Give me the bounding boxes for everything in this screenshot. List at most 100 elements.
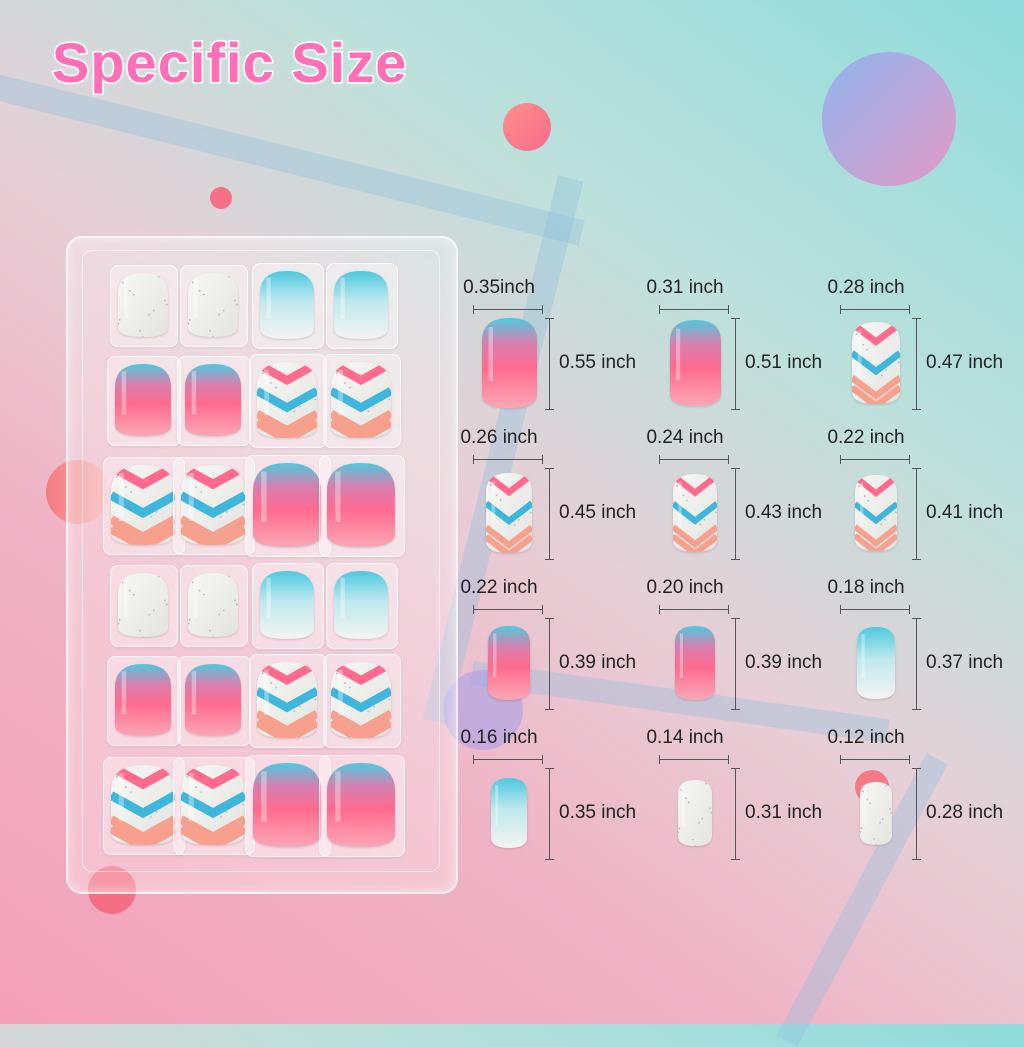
tray-nail — [257, 362, 317, 438]
width-bracket — [473, 305, 543, 314]
glitter-nail-icon — [118, 573, 168, 637]
tray-nail — [260, 571, 314, 639]
tray-nail — [181, 465, 245, 545]
tray-nail — [185, 364, 241, 436]
decorative-circle — [210, 187, 232, 209]
height-label: 0.47 inch — [926, 352, 1004, 373]
blue-white-nail-icon — [334, 571, 388, 639]
tray-nail — [331, 362, 391, 438]
width-bracket — [473, 755, 543, 764]
width-bracket — [659, 605, 729, 614]
page-title: Specific Size — [50, 30, 408, 96]
blue-pink-nail-icon — [185, 664, 241, 736]
size-nail — [491, 778, 527, 848]
height-label: 0.35 inch — [559, 802, 637, 823]
decorative-circle — [503, 103, 551, 151]
tray-nail — [111, 465, 175, 545]
chevron-nail-icon — [181, 465, 245, 545]
tray-nail — [327, 463, 395, 547]
tray-nail — [188, 273, 238, 337]
tray-nail — [253, 763, 321, 847]
height-bracket — [731, 318, 740, 410]
width-label: 0.20 inch — [646, 577, 724, 598]
size-nail — [857, 627, 895, 699]
tray-nail — [327, 763, 395, 847]
chevron-nail-icon — [852, 322, 900, 404]
height-label: 0.41 inch — [926, 502, 1004, 523]
height-label: 0.51 inch — [745, 352, 823, 373]
blue-pink-nail-icon — [327, 463, 395, 547]
blue-white-nail-icon — [491, 778, 527, 848]
tray-nail — [257, 662, 317, 738]
size-nail — [488, 626, 530, 700]
size-nail — [860, 781, 892, 845]
tray-nail — [253, 463, 321, 547]
width-bracket — [659, 755, 729, 764]
chevron-nail-icon — [257, 662, 317, 738]
width-bracket — [840, 605, 910, 614]
blue-pink-nail-icon — [253, 463, 321, 547]
decorative-circle — [46, 460, 110, 524]
width-bracket — [840, 755, 910, 764]
width-label: 0.14 inch — [646, 727, 724, 748]
size-nail — [855, 475, 897, 551]
tray-nail — [331, 662, 391, 738]
height-label: 0.43 inch — [745, 502, 823, 523]
chevron-nail-icon — [111, 765, 175, 845]
tray-nail — [118, 273, 168, 337]
size-nail — [852, 322, 900, 404]
height-label: 0.28 inch — [926, 802, 1004, 823]
nail-tray-inner — [82, 250, 440, 872]
chevron-nail-icon — [181, 765, 245, 845]
blue-pink-nail-icon — [481, 318, 537, 408]
decorative-circle — [822, 52, 956, 186]
height-bracket — [545, 318, 554, 410]
blue-pink-nail-icon — [488, 626, 530, 700]
width-label: 0.12 inch — [827, 727, 905, 748]
width-bracket — [840, 455, 910, 464]
chevron-nail-icon — [331, 662, 391, 738]
width-bracket — [840, 305, 910, 314]
height-bracket — [545, 468, 554, 560]
width-label: 0.31 inch — [646, 277, 724, 298]
width-bracket — [659, 305, 729, 314]
height-label: 0.39 inch — [559, 652, 637, 673]
height-bracket — [545, 768, 554, 860]
width-label: 0.16 inch — [460, 727, 538, 748]
height-bracket — [731, 468, 740, 560]
tray-nail — [115, 364, 171, 436]
glitter-nail-icon — [678, 780, 712, 846]
height-bracket — [912, 468, 921, 560]
height-bracket — [912, 768, 921, 860]
tray-nail — [181, 765, 245, 845]
blue-pink-nail-icon — [253, 763, 321, 847]
chevron-nail-icon — [855, 475, 897, 551]
height-bracket — [545, 618, 554, 710]
chevron-nail-icon — [673, 474, 717, 552]
chevron-nail-icon — [331, 362, 391, 438]
width-label: 0.26 inch — [460, 427, 538, 448]
height-bracket — [912, 618, 921, 710]
height-label: 0.31 inch — [745, 802, 823, 823]
width-label: 0.24 inch — [646, 427, 724, 448]
tray-nail — [188, 573, 238, 637]
size-nail — [675, 626, 715, 700]
width-label: 0.22 inch — [460, 577, 538, 598]
size-nail — [486, 473, 532, 553]
height-label: 0.45 inch — [559, 502, 637, 523]
width-bracket — [473, 605, 543, 614]
width-label: 0.35inch — [463, 277, 535, 298]
blue-pink-nail-icon — [675, 626, 715, 700]
glitter-nail-icon — [188, 573, 238, 637]
blue-pink-nail-icon — [669, 320, 721, 406]
chevron-nail-icon — [257, 362, 317, 438]
height-bracket — [731, 768, 740, 860]
decorative-band — [0, 70, 585, 246]
tray-nail — [118, 573, 168, 637]
glitter-nail-icon — [118, 273, 168, 337]
blue-pink-nail-icon — [185, 364, 241, 436]
height-label: 0.39 inch — [745, 652, 823, 673]
blue-pink-nail-icon — [115, 364, 171, 436]
width-label: 0.22 inch — [827, 427, 905, 448]
tray-nail — [334, 571, 388, 639]
